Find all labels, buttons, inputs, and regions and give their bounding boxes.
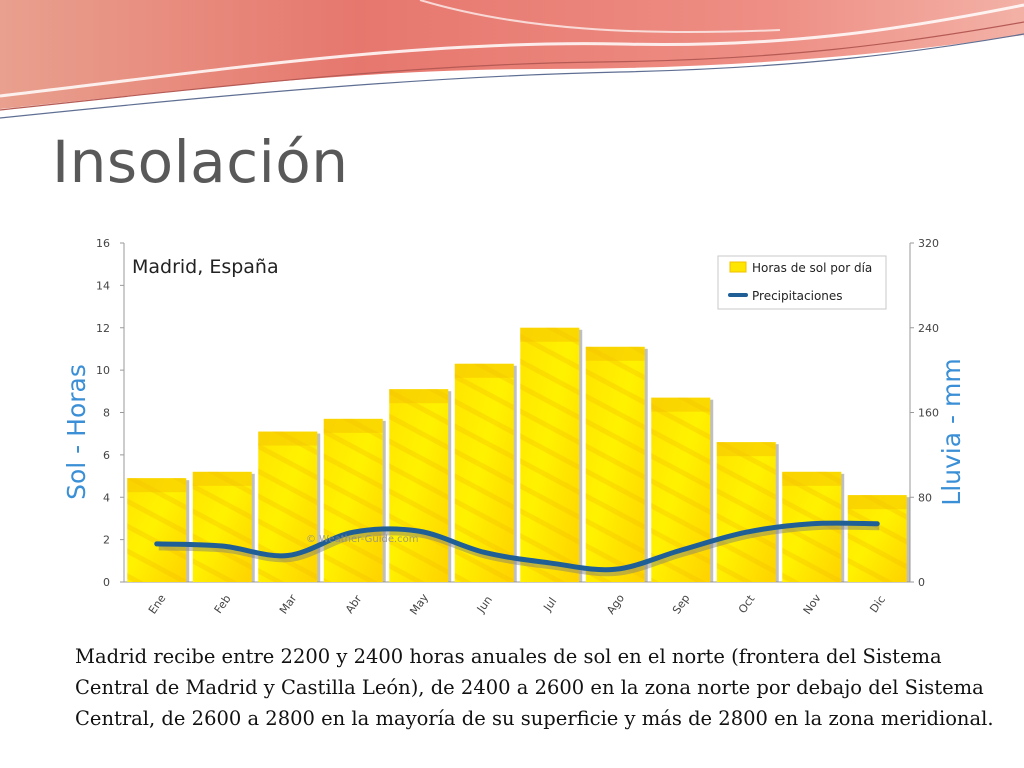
x-tick-label: Jul xyxy=(540,595,559,614)
y-tick-right: 0 xyxy=(918,576,925,589)
bar-top-band xyxy=(520,327,580,342)
bar-texture xyxy=(192,471,252,582)
y-tick-right: 240 xyxy=(918,322,939,335)
bar-texture xyxy=(127,478,187,582)
y-tick-right: 320 xyxy=(918,237,939,250)
y-tick-left: 2 xyxy=(103,534,110,547)
y-tick-left: 14 xyxy=(96,279,110,292)
legend: Horas de sol por día Precipitaciones xyxy=(717,255,887,310)
x-tick-label: Oct xyxy=(736,592,758,616)
y-tick-right: 80 xyxy=(918,491,932,504)
x-tick-label: Nov xyxy=(801,591,824,616)
chart-title: Madrid, España xyxy=(132,256,279,278)
y-tick-left: 0 xyxy=(103,576,110,589)
x-tick-label: Abr xyxy=(343,592,365,615)
legend-label-sunshine: Horas de sol por día xyxy=(752,261,872,275)
bar-top-band xyxy=(847,495,907,510)
bar-top-band xyxy=(192,471,252,486)
bar-texture xyxy=(847,495,907,582)
rain-line xyxy=(154,520,880,573)
bar-top-band xyxy=(127,478,187,493)
slide-header-decoration xyxy=(0,0,1024,119)
x-tick-label: Mar xyxy=(277,592,300,617)
bar-top-band xyxy=(258,431,318,446)
x-tick-label: Jun xyxy=(474,593,495,615)
x-tick-label: Feb xyxy=(212,593,234,616)
y-axis-label-right: Lluvia - mm xyxy=(937,358,966,505)
bar-texture xyxy=(585,346,645,582)
y-tick-left: 16 xyxy=(96,237,110,250)
bar-texture xyxy=(389,389,449,582)
x-tick-label: May xyxy=(407,591,431,617)
y-tick-left: 4 xyxy=(103,491,110,504)
bar-top-band xyxy=(323,418,383,433)
legend-label-rain: Precipitaciones xyxy=(752,289,843,303)
bar-top-band xyxy=(585,346,645,361)
bar-top-band xyxy=(389,389,449,404)
x-tick-label: Sep xyxy=(670,592,693,616)
slide-caption: Madrid recibe entre 2200 y 2400 horas an… xyxy=(75,645,994,730)
x-tick-label: Ene xyxy=(146,592,169,617)
y-tick-left: 12 xyxy=(96,322,110,335)
legend-swatch-sunshine xyxy=(729,261,747,273)
bar-texture xyxy=(520,327,580,582)
watermark: © Weather-Guide.com xyxy=(306,534,419,545)
bar-texture xyxy=(716,442,776,582)
rain-line-shadow xyxy=(158,522,880,577)
slide-title: Insolación xyxy=(52,128,349,196)
y-tick-left: 10 xyxy=(96,364,110,377)
x-tick-label: Dic xyxy=(867,593,888,615)
bar-texture xyxy=(323,418,383,582)
bar-top-band xyxy=(716,442,776,457)
y-tick-left: 8 xyxy=(103,407,110,420)
y-tick-right: 160 xyxy=(918,407,939,420)
bar-top-band xyxy=(782,471,842,486)
sunshine-chart: 0 2 4 6 8 10 12 14 16 0 80 160 240 320 Ene Feb Mar Abr May… xyxy=(48,232,976,624)
y-axis-label-left: Sol - Horas xyxy=(62,364,91,500)
y-tick-left: 6 xyxy=(103,449,110,462)
bar-top-band xyxy=(651,397,711,412)
bar-top-band xyxy=(454,363,514,378)
x-tick-label: Ago xyxy=(604,592,627,617)
